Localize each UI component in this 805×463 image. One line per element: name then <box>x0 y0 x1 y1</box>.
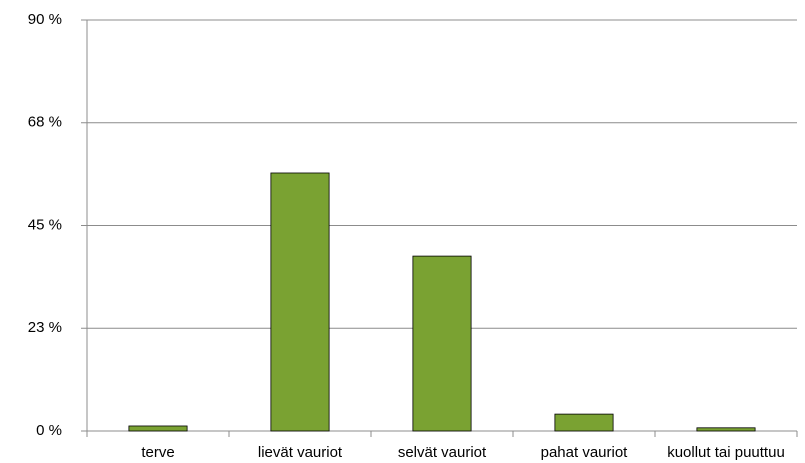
x-tick-label: selvät vauriot <box>398 444 487 461</box>
bar <box>270 172 330 432</box>
y-tick-label: 45 % <box>28 216 62 233</box>
bar <box>412 255 472 432</box>
x-tick-label: kuollut tai puuttuu <box>667 444 785 461</box>
y-tick-label: 23 % <box>28 319 62 336</box>
x-tick-label: pahat vauriot <box>541 444 629 461</box>
y-tick-label: 68 % <box>28 114 62 131</box>
x-tick-label: lievät vauriot <box>258 444 343 461</box>
x-tick-label: terve <box>141 444 174 461</box>
bar <box>554 413 614 432</box>
y-tick-label: 90 % <box>28 11 62 28</box>
bar <box>696 427 756 432</box>
bar <box>128 425 188 432</box>
y-tick-label: 0 % <box>36 422 62 439</box>
